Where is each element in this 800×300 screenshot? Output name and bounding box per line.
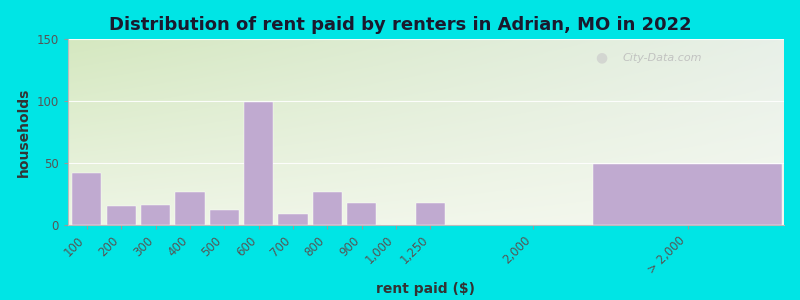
Bar <box>313 191 342 225</box>
Bar <box>106 206 136 225</box>
Bar <box>141 205 170 225</box>
Bar <box>72 173 102 225</box>
Bar <box>175 191 205 225</box>
Bar <box>416 203 445 225</box>
Text: Distribution of rent paid by renters in Adrian, MO in 2022: Distribution of rent paid by renters in … <box>109 16 691 34</box>
Bar <box>244 102 273 225</box>
Bar <box>278 214 307 225</box>
Bar <box>210 210 239 225</box>
Bar <box>347 203 376 225</box>
Text: ●: ● <box>595 51 607 64</box>
Y-axis label: households: households <box>17 87 31 177</box>
Text: City-Data.com: City-Data.com <box>622 52 702 63</box>
Bar <box>594 164 782 225</box>
X-axis label: rent paid ($): rent paid ($) <box>377 282 475 296</box>
